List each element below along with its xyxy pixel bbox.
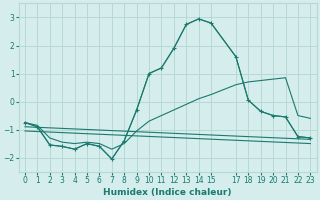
X-axis label: Humidex (Indice chaleur): Humidex (Indice chaleur) [103,188,232,197]
